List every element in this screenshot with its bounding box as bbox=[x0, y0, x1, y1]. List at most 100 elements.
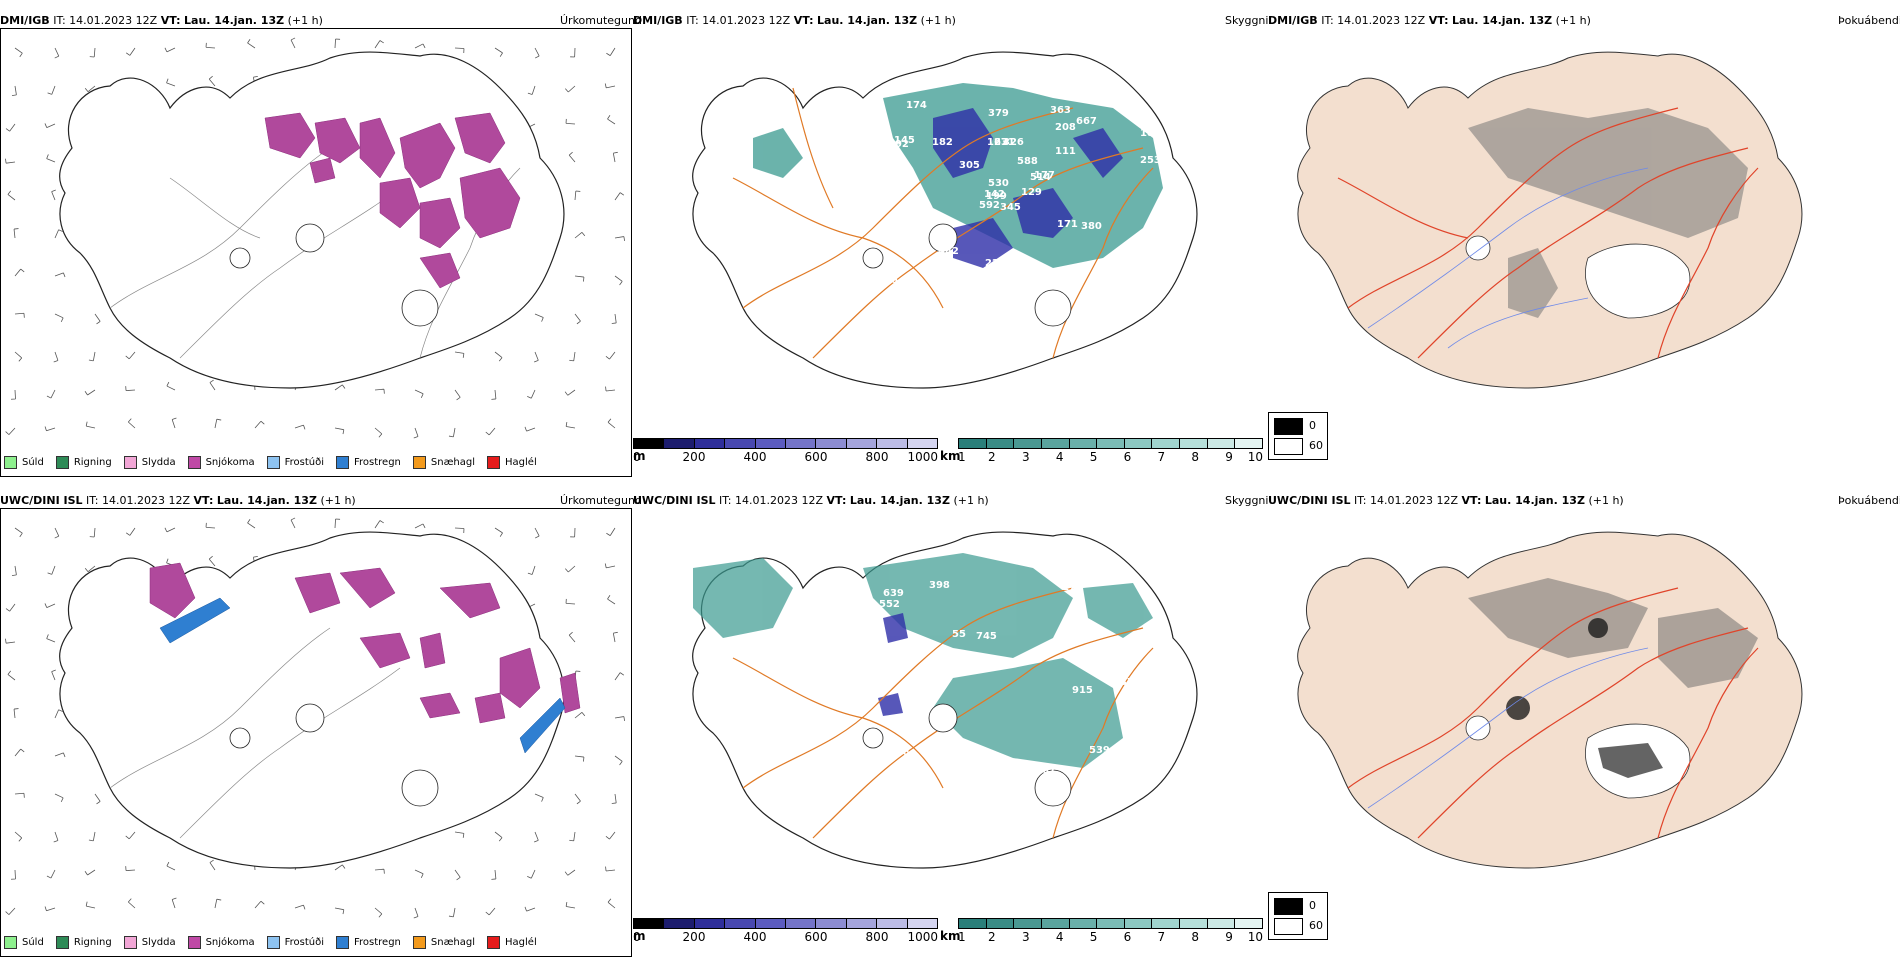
legend-item: Snæhagl bbox=[412, 455, 475, 469]
wind-barb bbox=[46, 869, 56, 879]
map-value-label: 258 bbox=[889, 747, 910, 758]
wind-barb bbox=[5, 123, 16, 132]
wind-barb bbox=[574, 190, 581, 201]
wind-barb bbox=[612, 631, 618, 643]
wind-barb bbox=[374, 40, 384, 49]
wind-barb bbox=[84, 85, 96, 93]
wind-barb bbox=[294, 424, 306, 430]
map-value-label: 145 bbox=[894, 135, 915, 146]
panel-bot-precip-type: UWC/DINI ISL IT: 14.01.2023 12Z VT: Lau.… bbox=[0, 494, 642, 964]
wind-barb bbox=[54, 793, 64, 803]
wind-barb bbox=[527, 869, 536, 879]
map-value-label: 514 bbox=[1030, 172, 1051, 183]
map-value-label: 55 bbox=[952, 629, 966, 640]
wind-barb bbox=[494, 351, 503, 362]
iceland-map bbox=[1297, 531, 1803, 869]
legend-swatch bbox=[4, 455, 17, 469]
colorbar-tick-label: 1 bbox=[958, 450, 966, 464]
colorbar-swatches bbox=[958, 438, 1263, 449]
wind-barb bbox=[209, 859, 216, 871]
visibility-colorbar: 1 2 3 4 5 6 7 8 9 10 bbox=[958, 918, 1263, 954]
colorbar-tick-label: 2 bbox=[988, 450, 996, 464]
wind-barb bbox=[208, 555, 216, 567]
wind-barb bbox=[614, 236, 626, 242]
wind-barb bbox=[14, 748, 25, 757]
wind-barb bbox=[7, 190, 16, 201]
iceland-map bbox=[5, 37, 626, 439]
colorbar-tick-label: 1 bbox=[958, 930, 966, 944]
colorbar-swatches bbox=[633, 918, 938, 929]
colorbar-tick-label: 5 bbox=[1089, 450, 1098, 464]
map-value-label: 592 bbox=[979, 200, 1000, 211]
colorbar-tick-label: 10 bbox=[1247, 450, 1263, 464]
colorbar-ticks: 0 200 400 600 800 1000 bbox=[633, 929, 938, 944]
legend-item: Súld bbox=[4, 935, 44, 949]
colorbar-tick-label: 8 bbox=[1191, 450, 1200, 464]
map-value-label: 745 bbox=[976, 631, 997, 642]
map-value-label: 174 bbox=[906, 100, 927, 111]
wind-barb bbox=[527, 85, 536, 95]
map-value-label: 226 bbox=[877, 275, 898, 286]
wind-barb bbox=[254, 420, 265, 429]
legend-item: Slydda bbox=[123, 935, 176, 949]
map-value-label: 639 bbox=[883, 588, 904, 599]
colorbar-tick-label: 10 bbox=[1247, 930, 1263, 944]
wind-barb bbox=[454, 831, 465, 838]
wind-barb bbox=[247, 519, 256, 529]
wind-barb bbox=[448, 907, 456, 918]
wind-barb bbox=[491, 389, 497, 400]
wind-barb bbox=[607, 115, 616, 125]
map-value-label: 553 bbox=[904, 287, 925, 298]
wind-barb bbox=[614, 672, 625, 681]
wind-barb bbox=[334, 518, 341, 529]
colorbar-tick-label: 400 bbox=[743, 930, 767, 944]
legend-item: Snjókoma bbox=[187, 455, 255, 469]
wind-barb bbox=[5, 638, 16, 644]
wind-barb bbox=[604, 83, 616, 89]
wind-barb bbox=[611, 793, 617, 804]
wind-barb bbox=[44, 426, 56, 432]
wind-barb bbox=[171, 417, 177, 429]
colorbar-tick-label: 200 bbox=[682, 930, 706, 944]
wind-barb bbox=[54, 229, 63, 239]
legend-swatch bbox=[487, 935, 501, 949]
map-value-label: 129 bbox=[1021, 187, 1042, 198]
unit-label: m bbox=[633, 449, 646, 463]
wind-barb bbox=[614, 755, 623, 766]
legend-swatch bbox=[187, 455, 201, 469]
fog-swatch-0 bbox=[1274, 418, 1303, 435]
wind-barb bbox=[454, 351, 465, 358]
legend-item: Súld bbox=[4, 455, 44, 469]
colorbar-tick-label: 6 bbox=[1123, 450, 1132, 464]
panel-top-precip-type: DMI/IGB IT: 14.01.2023 12Z VT: Lau. 14.j… bbox=[0, 14, 642, 484]
wind-barb bbox=[205, 522, 216, 529]
map-value-label: 168 bbox=[1135, 284, 1156, 295]
wind-barb bbox=[494, 47, 503, 57]
wind-barb bbox=[11, 85, 17, 96]
panel-title: UWC/DINI ISL IT: 14.01.2023 12Z VT: Lau.… bbox=[1268, 494, 1624, 507]
colorbar-tick-label: 200 bbox=[682, 450, 706, 464]
wind-barb bbox=[85, 901, 96, 909]
panel-title: DMI/IGB IT: 14.01.2023 12Z VT: Lau. 14.j… bbox=[0, 14, 323, 27]
wind-barb bbox=[494, 527, 503, 537]
colorbar-tick-label: 1000 bbox=[907, 930, 938, 944]
wind-barb bbox=[605, 866, 616, 872]
wind-barb bbox=[14, 831, 23, 842]
wind-barb bbox=[414, 869, 424, 879]
colorbar-tick-label: 5 bbox=[1089, 930, 1098, 944]
legend-item: Frostúði bbox=[266, 455, 324, 469]
wind-barb bbox=[88, 831, 96, 842]
wind-barb bbox=[94, 313, 101, 325]
colorbar-tick-label: 1000 bbox=[907, 450, 938, 464]
wind-barb bbox=[574, 275, 585, 282]
cloud-base-colorbar: 0 200 400 600 800 1000 bbox=[633, 438, 938, 474]
map-value-label: 192 bbox=[888, 139, 909, 150]
fog-swatch-60 bbox=[1274, 438, 1303, 455]
wind-barb bbox=[84, 565, 96, 573]
map-value-label: 181 bbox=[1140, 128, 1161, 139]
map-value-label: 202 bbox=[880, 668, 901, 679]
wind-barb bbox=[604, 563, 616, 569]
wind-barb bbox=[89, 47, 96, 58]
wind-barb bbox=[53, 351, 59, 363]
wind-barb bbox=[413, 907, 419, 919]
